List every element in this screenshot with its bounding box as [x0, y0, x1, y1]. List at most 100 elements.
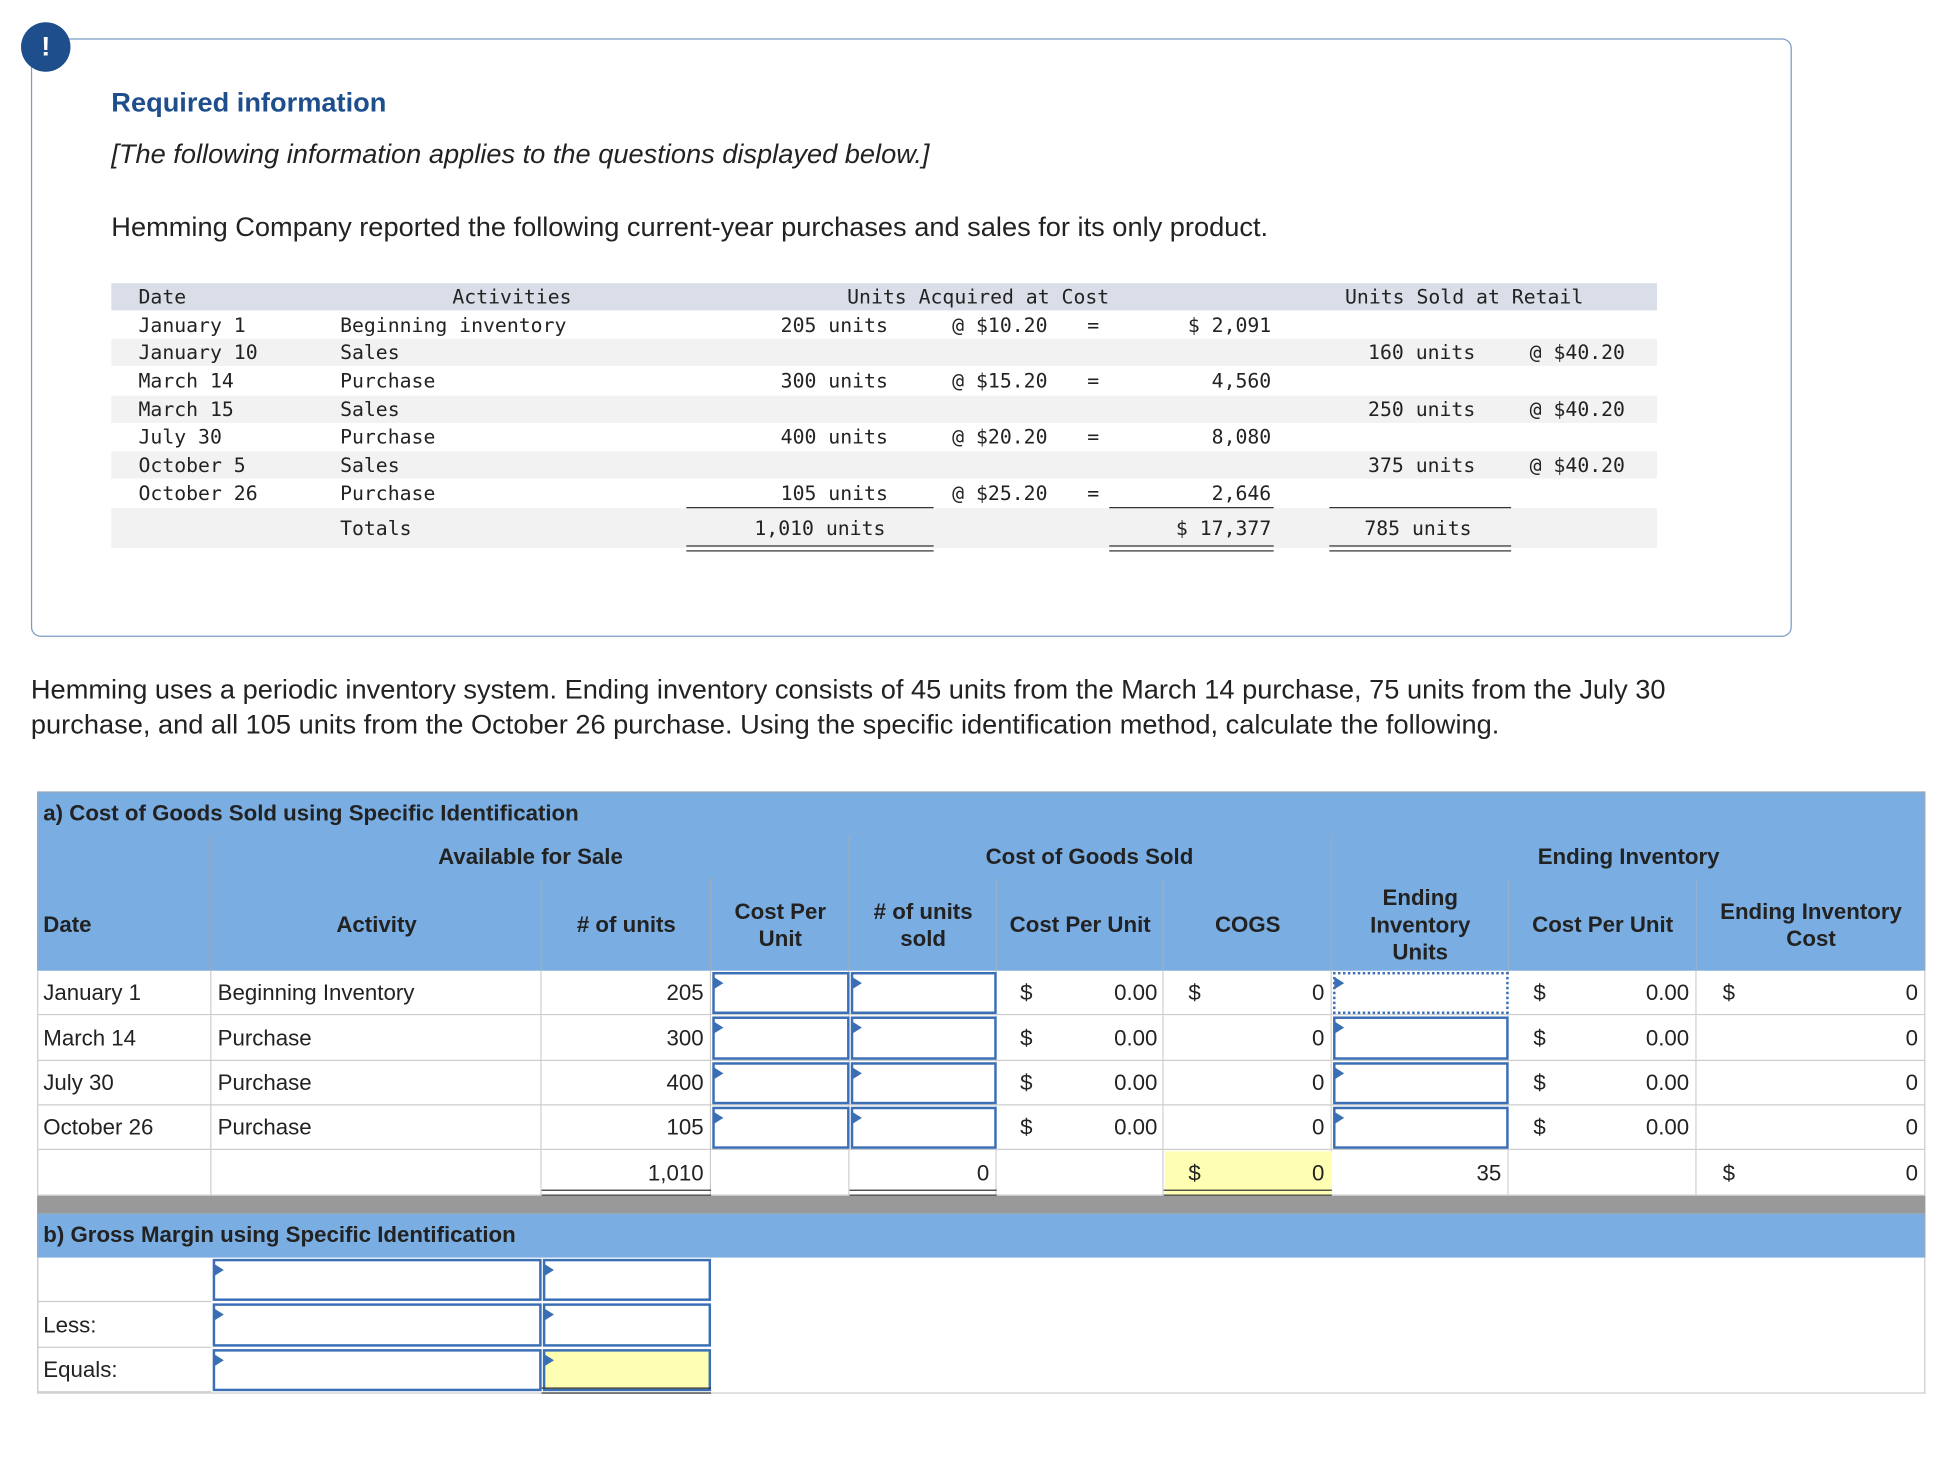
cogs: 0	[1312, 1025, 1325, 1050]
cost-per-unit-input[interactable]	[712, 1106, 850, 1149]
units: 400 units	[780, 424, 888, 449]
row-band	[111, 451, 1658, 479]
cell	[1508, 1015, 1697, 1062]
cogs: 0	[1312, 980, 1325, 1005]
cogs-unit-cost: 0.00	[1114, 1114, 1158, 1140]
units: 300	[666, 1025, 704, 1050]
sold-price: @ $40.20	[1529, 340, 1625, 365]
price: @ $20.20	[952, 424, 1048, 449]
group-cell	[211, 834, 850, 880]
amount-input[interactable]	[542, 1349, 712, 1392]
currency: $	[1533, 980, 1546, 1005]
cell	[37, 1105, 212, 1151]
activity: Purchase	[217, 1114, 312, 1140]
cell	[996, 1105, 1164, 1151]
sold-units: 250 units	[1368, 397, 1476, 422]
totals-cost: $ 17,377	[1175, 516, 1272, 540]
column-cell	[211, 877, 542, 972]
currency: $	[1020, 1070, 1033, 1096]
column-header: COGS	[1214, 911, 1281, 937]
cell	[996, 1150, 1164, 1196]
double-underline	[1163, 1189, 1332, 1196]
group-header: Available for Sale	[438, 843, 623, 869]
price: @ $25.20	[952, 481, 1048, 506]
activity: Beginning inventory	[340, 313, 567, 337]
double-underline	[849, 1189, 997, 1196]
cell	[1508, 1105, 1697, 1151]
cell	[1163, 1015, 1332, 1062]
account-input[interactable]	[212, 1349, 542, 1392]
column-header: Activity	[336, 911, 417, 937]
units-sold-input[interactable]	[850, 1106, 997, 1149]
header: Units Sold at Retail	[1345, 285, 1584, 309]
account-input[interactable]	[212, 1258, 542, 1301]
cell	[1508, 970, 1697, 1016]
cell	[541, 1150, 712, 1196]
currency: $	[1533, 1114, 1546, 1140]
column-header: # of units	[576, 911, 676, 937]
activity: Beginning Inventory	[217, 980, 415, 1005]
ending-units-input[interactable]	[1333, 1062, 1509, 1105]
column-cell	[1696, 877, 1926, 972]
units: 105 units	[780, 481, 888, 506]
ending-cost: 0	[1905, 1070, 1918, 1096]
units-sold-input[interactable]	[850, 1062, 997, 1105]
cell	[1163, 1061, 1332, 1106]
amount-input[interactable]	[542, 1303, 712, 1347]
header: Activities	[452, 285, 572, 309]
currency: $	[1533, 1070, 1546, 1096]
separator-bar	[37, 1195, 1926, 1215]
account-input[interactable]	[212, 1303, 542, 1347]
double-underline	[541, 1189, 712, 1196]
cell	[1696, 1061, 1926, 1106]
cell	[996, 1015, 1164, 1062]
table-header-band	[111, 283, 1658, 311]
units: 400	[666, 1070, 704, 1096]
double-underline	[1109, 545, 1274, 552]
cell	[37, 1061, 212, 1106]
column-cell	[849, 877, 997, 972]
ending-units-input[interactable]	[1333, 1016, 1509, 1060]
currency: $	[1020, 980, 1033, 1005]
sold-units: 160 units	[1368, 340, 1476, 365]
info-title: Required information	[111, 86, 387, 118]
amount-input[interactable]	[542, 1258, 712, 1301]
column-header: Cost Per Unit	[1532, 911, 1674, 937]
cell	[1163, 1105, 1332, 1151]
cost-per-unit-input[interactable]	[712, 971, 850, 1015]
date: March 15	[138, 397, 234, 422]
cell	[1696, 1105, 1926, 1151]
column-cell	[37, 877, 212, 972]
ending-units-input[interactable]	[1333, 1106, 1509, 1149]
total-ending-units: 35	[1476, 1159, 1502, 1185]
info-panel	[30, 38, 1792, 637]
info-intro: Hemming Company reported the following c…	[111, 211, 1269, 243]
date: January 1	[138, 313, 246, 337]
ending-units-input[interactable]	[1333, 971, 1509, 1015]
units-sold-input[interactable]	[850, 1016, 997, 1060]
section-title: a) Cost of Goods Sold using Specific Ide…	[43, 800, 579, 826]
ending-cost: 0	[1905, 980, 1918, 1005]
sold-price: @ $40.20	[1529, 453, 1625, 477]
column-header: Ending Inventory Units	[1370, 885, 1471, 965]
currency: $	[1188, 980, 1201, 1005]
cost-per-unit-input[interactable]	[712, 1062, 850, 1105]
equals: =	[1087, 424, 1100, 449]
total-units: 1,010	[647, 1159, 704, 1185]
currency: $	[1020, 1025, 1033, 1050]
row-label: Less:	[43, 1312, 97, 1337]
equals: =	[1087, 481, 1100, 506]
cell	[37, 970, 212, 1016]
underline	[1109, 507, 1274, 509]
column-header: Cost Per Unit	[1009, 911, 1151, 937]
column-header: Date	[43, 911, 92, 937]
cogs: 0	[1312, 1070, 1325, 1096]
label-cell	[37, 1257, 212, 1303]
cost-per-unit-input[interactable]	[712, 1016, 850, 1060]
units-sold-input[interactable]	[850, 971, 997, 1015]
label-cell	[37, 1302, 212, 1348]
double-underline	[1329, 545, 1512, 552]
cell	[541, 1105, 712, 1151]
activity: Purchase	[340, 424, 436, 449]
ending-unit-cost: 0.00	[1645, 980, 1690, 1005]
